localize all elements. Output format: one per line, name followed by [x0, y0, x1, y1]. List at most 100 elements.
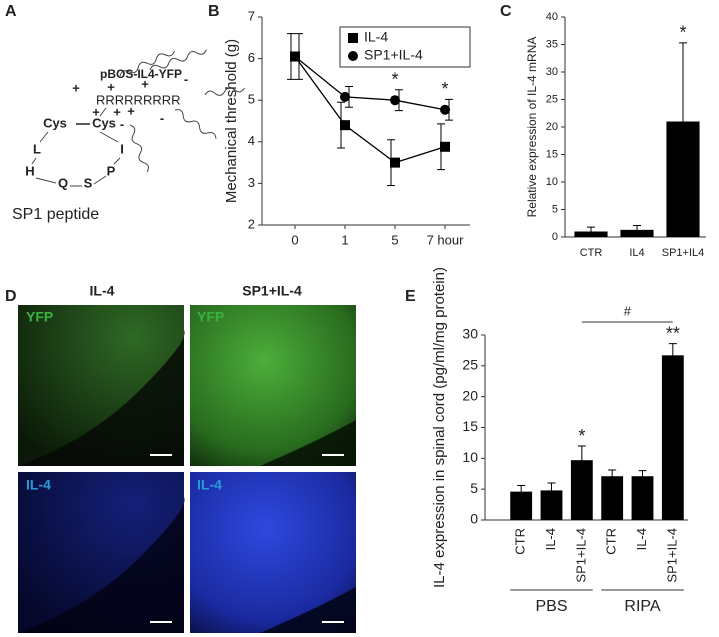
- group-label: RIPA: [624, 598, 660, 615]
- y-tick-label: 20: [462, 387, 478, 403]
- x-tick-label: CTR: [604, 528, 619, 555]
- significance: *: [441, 79, 448, 99]
- charge: +: [141, 76, 149, 91]
- legend-box: [339, 26, 471, 68]
- residue: P: [107, 163, 116, 178]
- marker: [390, 157, 400, 168]
- y-tick-label: 25: [462, 357, 478, 373]
- charge: +: [72, 80, 80, 95]
- y-tick-label: 25: [546, 93, 558, 105]
- bar: [601, 476, 624, 520]
- channel-label: YFP: [197, 309, 224, 325]
- x-tick-label: SP1+IL4: [662, 247, 705, 259]
- panel-label: A: [5, 3, 17, 20]
- bracket-label: #: [624, 303, 632, 318]
- legend-label: SP1+IL-4: [364, 47, 423, 63]
- scale-bars: [150, 454, 344, 623]
- y-tick-label: 5: [552, 203, 558, 215]
- residue: S: [84, 175, 93, 190]
- x-tick-label: IL-4: [634, 528, 649, 550]
- y-tick-label: 20: [546, 121, 558, 133]
- y-tick-label: 10: [546, 176, 558, 188]
- diagram-shapes: [31, 49, 245, 187]
- x-tick-label: 0: [291, 232, 298, 247]
- y-tick-label: 7: [248, 8, 255, 23]
- column-header: IL-4: [90, 283, 115, 299]
- tissue-edge: [18, 497, 185, 633]
- residue: Cys: [43, 115, 67, 130]
- x-tick-label: SP1+IL-4: [573, 528, 588, 583]
- marker: [440, 104, 450, 115]
- y-tick-label: 5: [470, 480, 478, 496]
- channel-label: IL-4: [197, 477, 222, 493]
- channel-label: IL-4: [26, 477, 51, 493]
- marker: [440, 141, 450, 152]
- y-axis-label: IL-4 expression in spinal cord (pg/ml/mg…: [431, 267, 448, 588]
- group-label: PBS: [535, 598, 567, 615]
- charge: +: [127, 103, 135, 118]
- bar: [540, 490, 563, 520]
- residue: H: [25, 163, 34, 178]
- legend-marker: [348, 51, 358, 61]
- x-tick-label: IL-4: [543, 528, 558, 550]
- y-tick-label: 0: [552, 231, 558, 243]
- bar: [570, 460, 593, 520]
- marker: [340, 91, 350, 102]
- x-tick-label: SP1+IL-4: [664, 528, 679, 583]
- charge: +: [113, 104, 121, 119]
- panel-label: B: [208, 3, 220, 20]
- charge: +: [107, 79, 115, 94]
- channel-label: YFP: [26, 309, 53, 325]
- y-tick-label: 2: [248, 216, 255, 231]
- y-tick-label: 10: [462, 449, 478, 465]
- significance: **: [666, 323, 680, 343]
- residue: Q: [58, 175, 68, 190]
- marker: [340, 120, 350, 131]
- y-tick-label: 15: [462, 418, 478, 434]
- y-tick-label: 30: [546, 66, 558, 78]
- charge: -: [160, 110, 164, 125]
- diagram-caption: SP1 peptide: [12, 206, 99, 223]
- charge: -: [120, 116, 124, 131]
- marker: [390, 95, 400, 106]
- bar: [574, 231, 608, 237]
- y-tick-label: 40: [546, 11, 558, 23]
- y-tick-label: 30: [462, 326, 478, 342]
- x-tick-label: 1: [341, 232, 348, 247]
- series-line: [294, 56, 446, 111]
- y-tick-label: 4: [248, 133, 255, 148]
- bar: [620, 229, 654, 237]
- column-header: SP1+IL-4: [242, 283, 302, 299]
- x-tick-label: CTR: [513, 528, 528, 555]
- y-axis-label: Relative expression of IL-4 mRNA: [525, 37, 539, 218]
- x-tick-label: IL4: [629, 247, 644, 259]
- series-line: [294, 56, 446, 164]
- x-tick-label: CTR: [580, 247, 603, 259]
- charge: +: [92, 104, 100, 119]
- marker: [290, 51, 300, 62]
- bar: [661, 355, 684, 520]
- bar: [666, 121, 700, 237]
- y-tick-label: 6: [248, 50, 255, 65]
- y-tick-label: 15: [546, 148, 558, 160]
- legend-label: IL-4: [364, 29, 388, 45]
- y-axis-label: Mechanical threshold (g): [223, 39, 240, 203]
- x-tick-label: 5: [391, 232, 398, 247]
- significance: *: [578, 426, 585, 446]
- y-tick-label: 35: [546, 38, 558, 50]
- arginine-chain: RRRRRRRRR: [96, 92, 181, 107]
- panel-label: E: [405, 288, 416, 305]
- panel-label: D: [5, 288, 17, 305]
- y-tick-label: 0: [470, 511, 478, 527]
- charge: -: [184, 71, 188, 86]
- panel-label: C: [500, 3, 512, 20]
- significance: *: [679, 23, 686, 43]
- x-tick-label: 7 hour: [427, 232, 465, 247]
- residue: Cys: [92, 115, 116, 130]
- tissue-edge: [18, 330, 185, 466]
- legend-marker: [348, 33, 358, 43]
- bar: [631, 476, 654, 520]
- bar: [510, 491, 533, 520]
- construct-label: pBOS-IL4-YFP: [100, 67, 182, 81]
